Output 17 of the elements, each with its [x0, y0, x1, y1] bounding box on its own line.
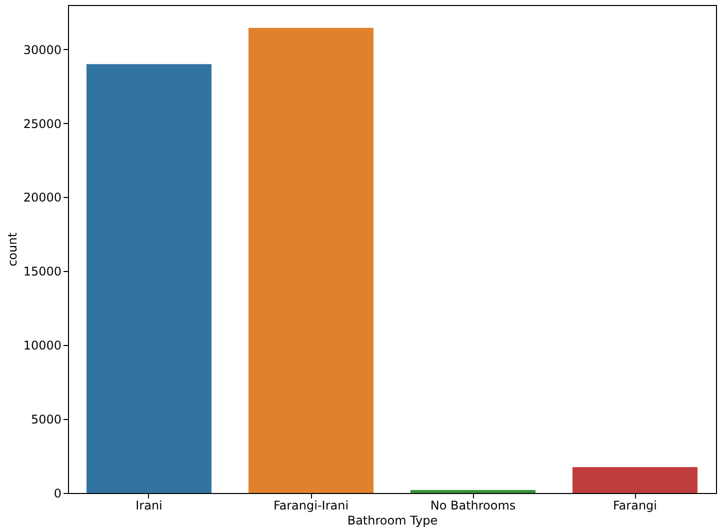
bar: [410, 490, 536, 493]
y-tick-label: 20000: [23, 190, 62, 205]
x-tick-label: Irani: [136, 498, 162, 512]
x-tick-label: Farangi: [613, 498, 657, 512]
y-tick-label: 0: [54, 486, 62, 500]
y-tick-label: 30000: [23, 42, 62, 57]
bar: [248, 28, 374, 493]
bar: [86, 64, 212, 493]
x-tick-label: Farangi-Irani: [273, 498, 349, 512]
y-tick-label: 25000: [23, 116, 62, 131]
bar: [572, 467, 698, 493]
y-tick-label: 5000: [30, 412, 62, 427]
y-axis-title: count: [5, 232, 20, 266]
y-tick-label: 10000: [23, 338, 62, 353]
x-tick-label: No Bathrooms: [430, 498, 516, 512]
x-axis-title: Bathroom Type: [347, 514, 438, 528]
y-tick-label: 15000: [23, 264, 62, 279]
